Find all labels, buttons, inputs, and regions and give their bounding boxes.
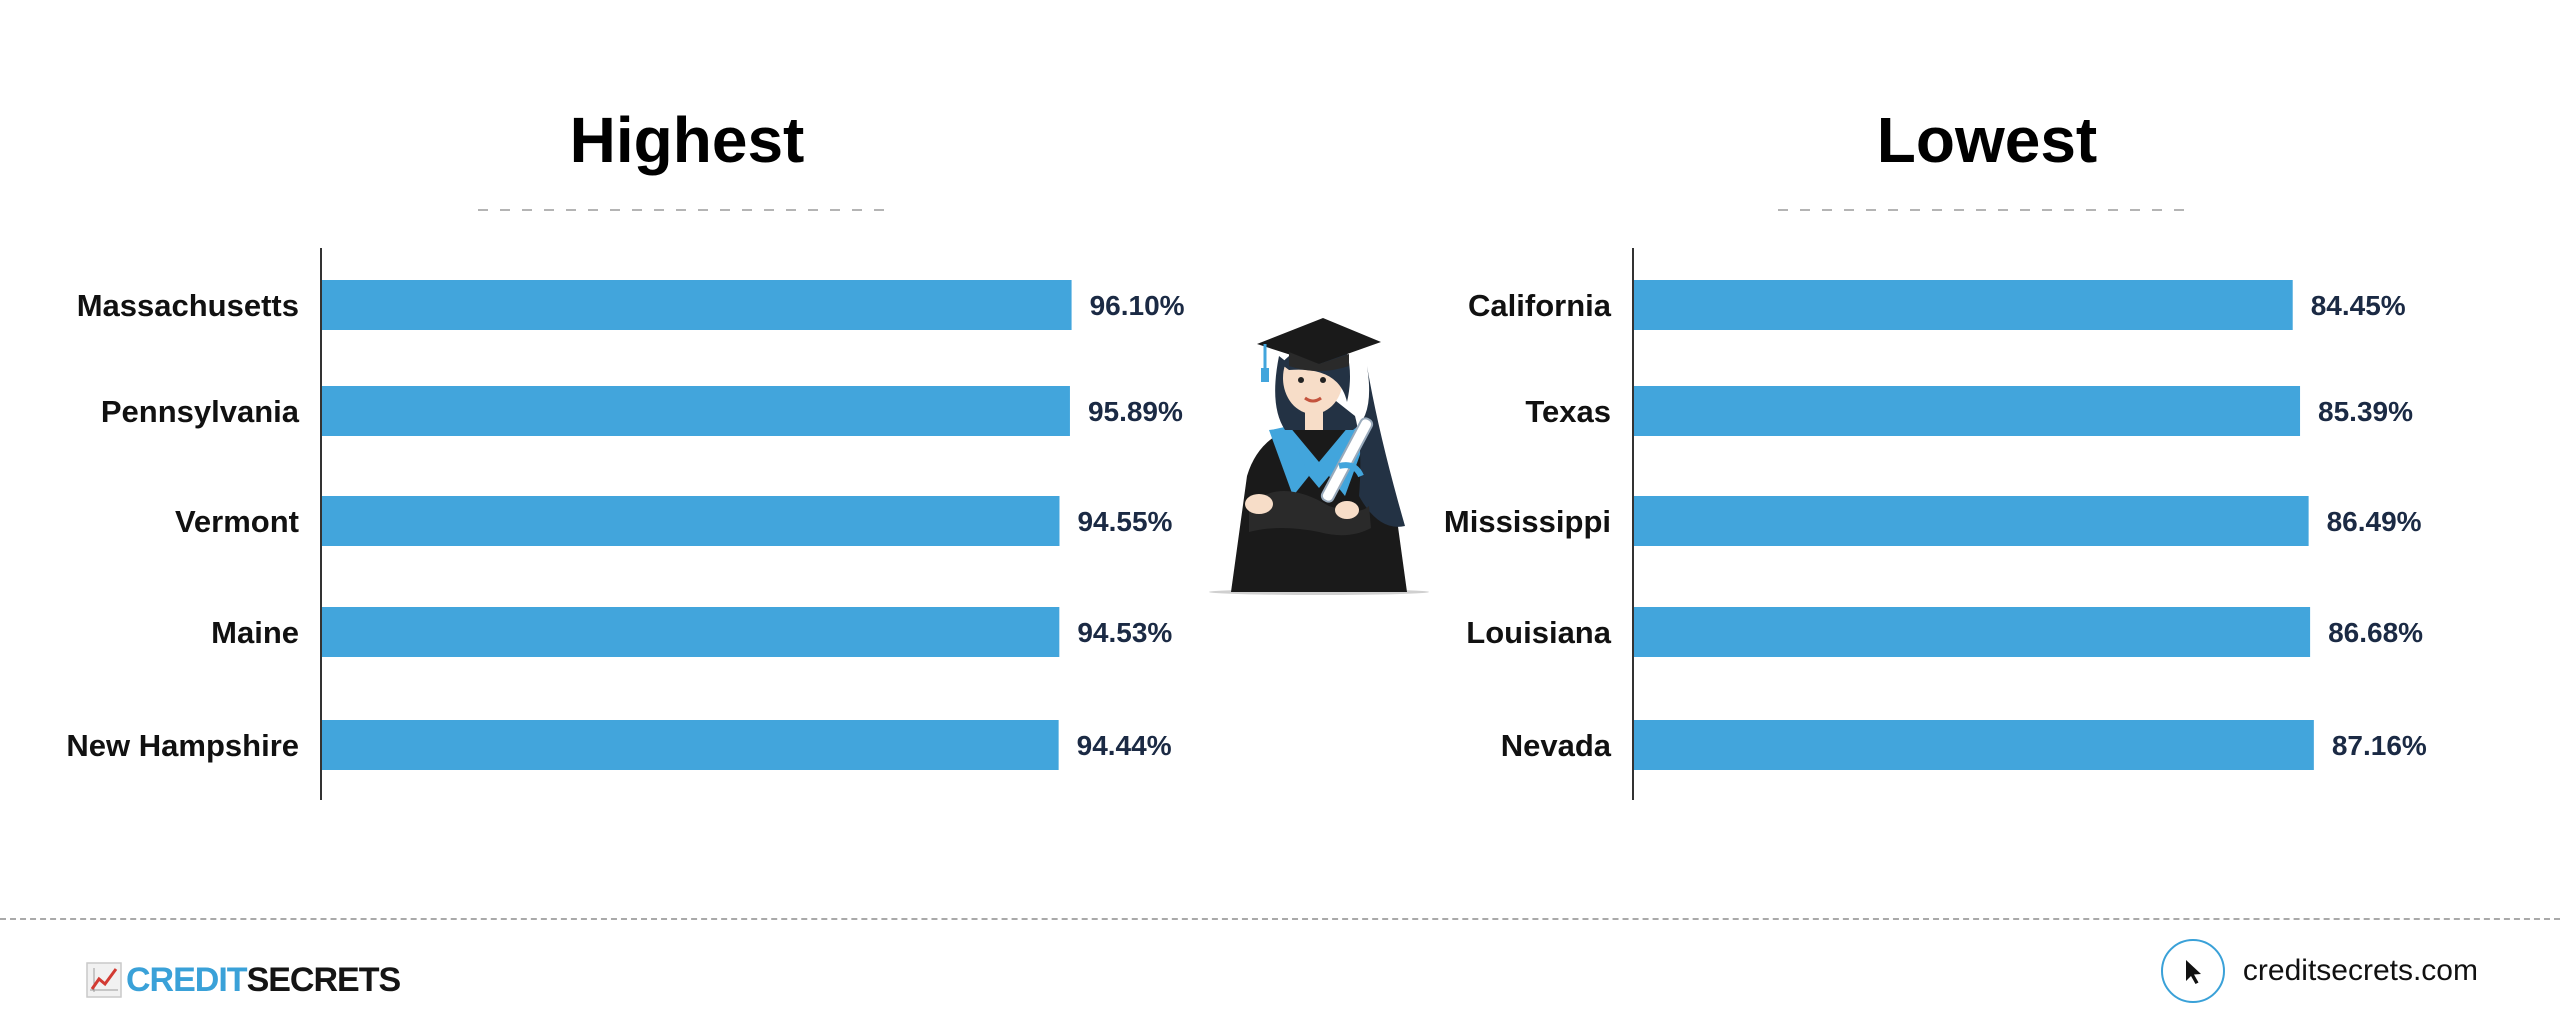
value-label: 84.45% — [2311, 290, 2406, 321]
bar — [1634, 280, 2293, 330]
brand-name-secrets: SECRETS — [246, 960, 402, 999]
bar — [1634, 386, 2301, 436]
bar — [322, 496, 1060, 546]
website-url: creditsecrets.com — [2242, 954, 2478, 987]
bar — [322, 607, 1060, 657]
cursor-arrow-icon — [2185, 960, 2201, 984]
value-label: 94.55% — [1077, 506, 1172, 537]
cursor-badge — [2160, 939, 2225, 1003]
bar — [1634, 496, 2309, 546]
value-label: 96.10% — [1090, 290, 1185, 321]
category-label: Pennsylvania — [101, 394, 300, 429]
charts-area: Highest Massachusetts 96.10% Pennsylvania 9… — [66, 104, 2427, 800]
bar — [1634, 607, 2311, 657]
category-label: Maine — [211, 615, 299, 650]
category-label: Massachusetts — [77, 288, 299, 323]
value-label: 86.49% — [2327, 506, 2422, 537]
website-link[interactable]: creditsecrets.com — [2160, 938, 2478, 1004]
category-label: Mississippi — [1444, 504, 1611, 539]
category-label: California — [1468, 288, 1612, 323]
graduate-illustration — [1209, 318, 1429, 595]
value-label: 94.53% — [1077, 617, 1172, 648]
value-label: 87.16% — [2332, 730, 2427, 761]
chart-highest: Highest Massachusetts 96.10% Pennsylvania 9… — [66, 104, 1185, 800]
chart-lowest: Lowest California 84.45% Texas 85.39% Missis… — [1444, 104, 2427, 800]
brand-name-credit: CREDIT — [126, 960, 248, 999]
value-label: 95.89% — [1088, 396, 1183, 427]
category-label: Nevada — [1501, 728, 1612, 763]
chart-title: Lowest — [1877, 104, 2097, 176]
category-label: Texas — [1525, 394, 1611, 429]
bar — [322, 720, 1059, 770]
category-label: New Hampshire — [66, 728, 299, 763]
chart-trend-icon — [86, 962, 122, 998]
bar — [1634, 720, 2314, 770]
category-label: Louisiana — [1466, 615, 1611, 650]
bar — [322, 280, 1072, 330]
footer-divider — [0, 918, 2560, 920]
bar — [322, 386, 1070, 436]
value-label: 85.39% — [2318, 396, 2413, 427]
value-label: 86.68% — [2328, 617, 2423, 648]
brand-logo[interactable]: CREDIT SECRETS — [86, 958, 402, 1002]
category-label: Vermont — [175, 504, 299, 539]
chart-title: Highest — [570, 104, 805, 176]
value-label: 94.44% — [1077, 730, 1172, 761]
